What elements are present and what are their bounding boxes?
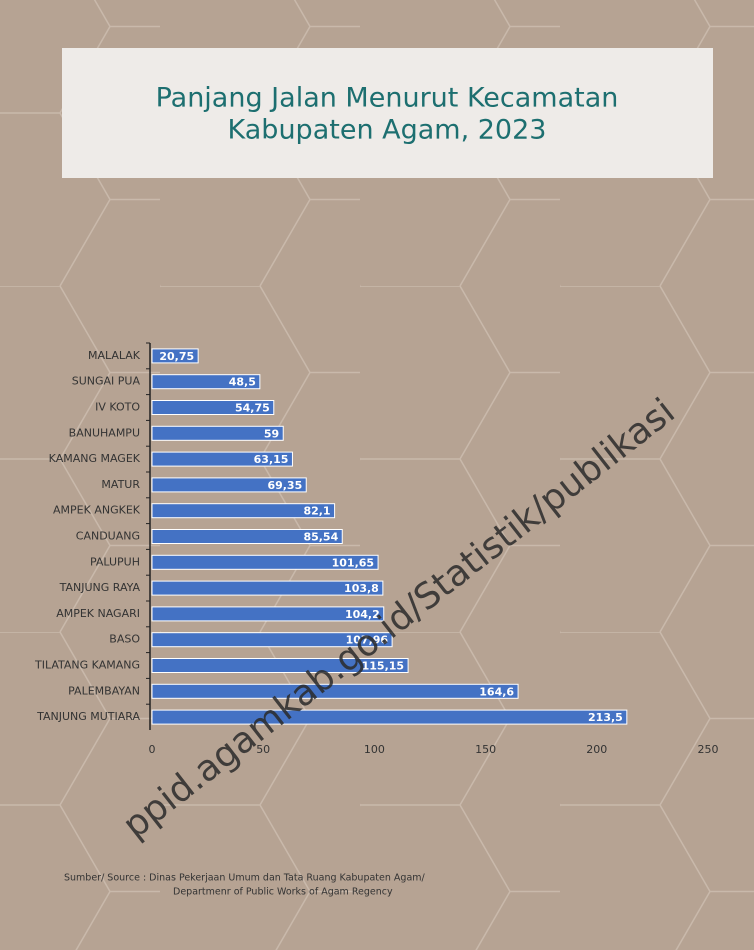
y-tick-label: AMPEK NAGARI — [56, 607, 140, 620]
y-tick-label: BASO — [109, 633, 140, 646]
bar — [151, 425, 284, 441]
x-tick-label: 100 — [364, 743, 385, 756]
value-label: 213,5 — [588, 711, 623, 724]
y-tick-label: KAMANG MAGEK — [49, 452, 141, 465]
source: Departmenr of Public Works of Agam Regen… — [173, 887, 393, 898]
y-tick-label: TILATANG KAMANG — [34, 659, 140, 672]
x-tick-label: 50 — [256, 743, 270, 756]
value-label: 82,1 — [303, 505, 330, 518]
bar — [151, 451, 293, 467]
source: Sumber/ Source : Dinas Pekerjaan Umum da… — [64, 873, 426, 884]
title-box — [62, 48, 713, 178]
y-tick-label: BANUHAMPU — [69, 426, 140, 439]
y-tick-label: MATUR — [101, 478, 140, 491]
y-tick-label: SUNGAI PUA — [72, 375, 141, 388]
bar — [151, 658, 409, 673]
bar — [151, 400, 275, 415]
x-tick-label: 200 — [586, 743, 607, 756]
y-tick-label: CANDUANG — [76, 530, 140, 543]
y-tick-label: IV KOTO — [95, 401, 140, 414]
value-label: 20,75 — [159, 350, 194, 363]
y-tick-label: PALEMBAYAN — [68, 684, 140, 697]
x-tick-label: 150 — [475, 743, 496, 756]
value-label: 69,35 — [267, 479, 302, 492]
value-label: 101,65 — [332, 556, 374, 569]
value-label: 48,5 — [229, 376, 256, 389]
y-tick-label: TANJUNG RAYA — [59, 581, 141, 594]
y-tick-label: AMPEK ANGKEK — [53, 504, 141, 517]
bar — [151, 477, 307, 493]
chart-title: Kabupaten Agam, 2023 — [228, 115, 547, 146]
chart-title: Panjang Jalan Menurut Kecamatan — [156, 83, 619, 114]
bar — [151, 632, 393, 648]
value-label: 104,2 — [345, 608, 380, 621]
bar — [151, 606, 385, 622]
bar — [151, 554, 379, 570]
value-label: 54,75 — [235, 402, 270, 415]
bar — [151, 580, 384, 596]
value-label: 103,8 — [344, 582, 379, 595]
bar — [151, 683, 519, 699]
bar — [151, 374, 261, 390]
value-label: 107,96 — [346, 634, 389, 647]
value-label: 63,15 — [254, 453, 289, 466]
x-tick-label: 0 — [149, 743, 156, 756]
value-label: 85,54 — [303, 531, 338, 544]
value-label: 115,15 — [362, 660, 404, 673]
bar — [151, 348, 199, 364]
y-tick-label: TANJUNG MUTIARA — [36, 710, 140, 723]
bar — [151, 503, 336, 519]
bar — [151, 709, 628, 725]
y-tick-label: MALALAK — [88, 349, 141, 362]
bar — [151, 529, 343, 544]
value-label: 164,6 — [479, 685, 514, 698]
plot: 0 50 100 150 200 250 MALALAK 20,75 SUNGAI PUA 48,… — [34, 342, 719, 756]
y-tick-label: PALUPUH — [90, 555, 140, 568]
x-tick-label: 250 — [698, 743, 719, 756]
value-label: 59 — [264, 427, 279, 440]
